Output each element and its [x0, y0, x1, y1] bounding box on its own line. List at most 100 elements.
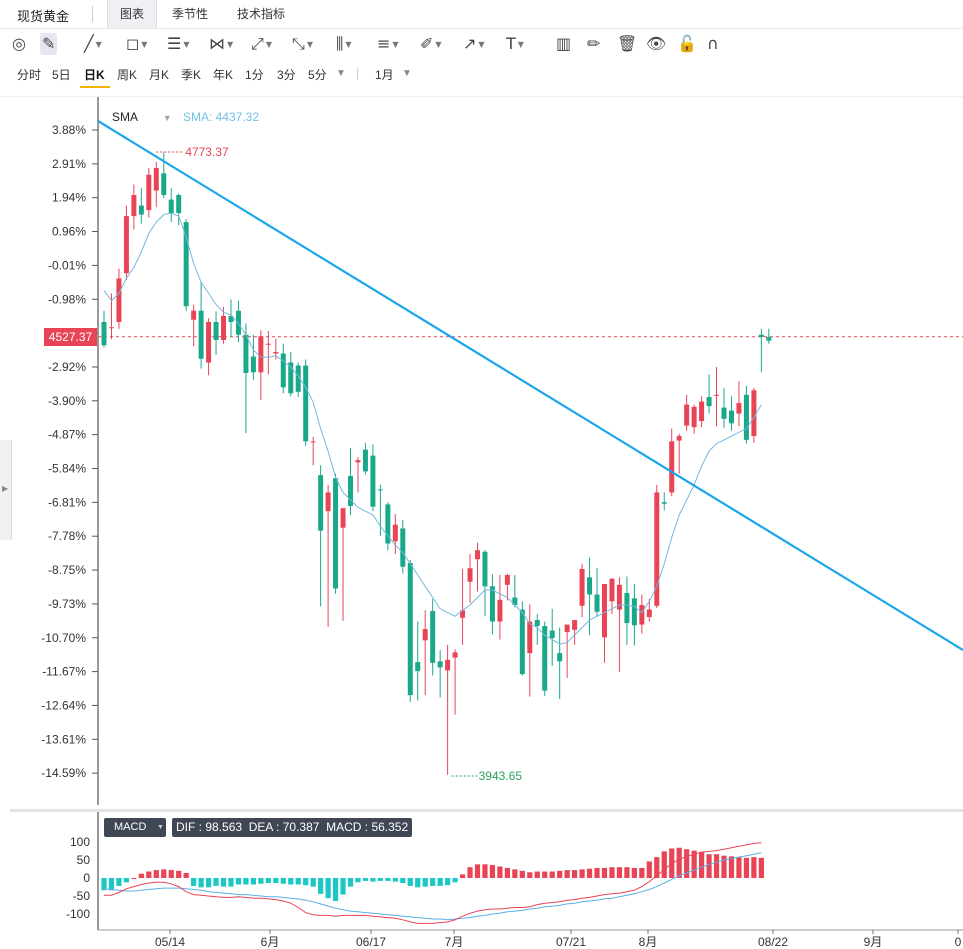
gann-tool-icon[interactable]: ⫼ ▼ [336, 34, 352, 53]
macd-histogram-bar [534, 871, 540, 878]
candle-body [146, 174, 152, 211]
period-intraday[interactable]: 分时 [17, 68, 42, 82]
fib-tool-icon[interactable]: ⤢ ▼ [251, 34, 272, 53]
pattern-tool-icon[interactable]: ⋈ ▼ [209, 34, 234, 53]
period-5min[interactable]: 5分 [308, 68, 327, 82]
brush-tool-icon[interactable]: ✐ ▼ [420, 34, 442, 53]
candle-body [355, 460, 361, 463]
period-daily[interactable]: 日K [84, 68, 105, 82]
macd-histogram-bar [131, 878, 137, 879]
candle-body [273, 352, 279, 354]
range-tool-icon[interactable]: ≡ ▼ [377, 34, 399, 53]
trash-icon[interactable]: 🗑 [617, 34, 638, 53]
candle-body [422, 629, 428, 641]
macd-histogram-bar [691, 850, 697, 878]
macd-histogram-bar [489, 865, 496, 878]
macd-tick-label: 0 [83, 871, 90, 885]
y-tick-label: -10.70% [41, 631, 86, 645]
macd-histogram-bar [265, 878, 271, 884]
candle-body [333, 478, 339, 589]
macd-histogram-bar [721, 855, 727, 878]
candle-body [445, 659, 451, 671]
sma-legend-value: SMA: 4437.32 [182, 110, 260, 124]
lock-icon[interactable]: 🔓 [677, 34, 697, 53]
edit-icon[interactable]: ✏ [587, 34, 601, 53]
text-tool-icon[interactable]: T ▼ [506, 34, 524, 53]
sma-legend: SMA ▼ SMA: 4437.32 [112, 110, 259, 124]
candle-body [654, 492, 660, 606]
macd-histogram-bar [116, 878, 122, 886]
candle-body [766, 336, 772, 341]
macd-histogram-bar [646, 861, 652, 878]
period-more-caret-icon[interactable]: ▼ [336, 68, 346, 79]
period-3min[interactable]: 3分 [277, 68, 296, 82]
magnet-icon[interactable]: ◎ [12, 34, 26, 53]
arrow-tool-icon[interactable]: ↗ ▼ [463, 34, 485, 53]
range-caret-icon[interactable]: ▼ [402, 68, 412, 79]
y-tick-label: 1.94% [52, 191, 86, 205]
macd-histogram-bar [273, 878, 279, 884]
candle-body [437, 661, 443, 668]
period-monthly[interactable]: 月K [149, 68, 170, 82]
macd-histogram-bar [407, 878, 413, 886]
x-tick-label: 0 [955, 935, 962, 949]
macd-histogram-bar [758, 857, 764, 878]
candle-body [564, 624, 570, 633]
candle-body [736, 403, 742, 414]
y-tick-label: -0.98% [48, 292, 86, 306]
period-5day[interactable]: 5日 [52, 68, 71, 82]
period-1min[interactable]: 1分 [245, 68, 264, 82]
macd-histogram-bar [601, 867, 608, 878]
macd-caret-icon: ▼ [157, 824, 164, 831]
macd-tick-label: -50 [73, 889, 91, 903]
macd-histogram-bar [176, 870, 182, 878]
x-tick-label: 7月 [445, 935, 464, 949]
macd-histogram-bar [706, 854, 712, 878]
measure-tool-icon[interactable]: ⤡ ▼ [292, 34, 313, 53]
candle-body [661, 502, 667, 504]
macd-histogram-bar [654, 857, 660, 878]
macd-histogram-bar [310, 878, 316, 887]
eye-icon[interactable]: 👁 [646, 34, 667, 53]
candle-body [280, 353, 286, 388]
indicator-icon[interactable]: ▥ [556, 34, 572, 53]
dea-value: 70.387 [282, 820, 320, 834]
macd-histogram-bar [392, 878, 398, 882]
period-weekly[interactable]: 周K [117, 68, 138, 82]
macd-histogram-bar [355, 878, 361, 883]
period-quarterly[interactable]: 季K [181, 68, 202, 82]
tab-seasonality[interactable]: 季节性 [172, 7, 209, 21]
period-yearly[interactable]: 年K [213, 68, 234, 82]
y-tick-label: -9.73% [48, 597, 86, 611]
macd-histogram-bar [459, 874, 466, 878]
macd-histogram-bar [549, 871, 555, 878]
candle-body [243, 334, 249, 374]
tab-chart[interactable]: 图表 [107, 0, 158, 28]
magnet-strong-icon[interactable]: ∩ [707, 34, 719, 53]
sidebar-toggle[interactable]: ▶ [0, 440, 12, 540]
y-tick-label: -11.67% [42, 665, 86, 679]
channel-tool-icon[interactable]: ☰ ▼ [167, 34, 190, 53]
y-tick-label: -2.92% [48, 360, 86, 374]
y-tick-label: -13.61% [41, 732, 86, 746]
macd-histogram-bar [430, 878, 436, 886]
macd-histogram-bar [684, 849, 690, 878]
pane-divider[interactable] [10, 809, 963, 812]
range-selector[interactable]: 1月 [375, 68, 394, 82]
macd-histogram-bar [639, 867, 645, 878]
high-label: 4773.37 [185, 145, 229, 159]
title-separator [92, 6, 93, 22]
pencil-icon[interactable]: ✎ [40, 33, 58, 55]
candle-body [721, 407, 727, 419]
sma-caret-icon[interactable]: ▼ [162, 113, 172, 123]
line-tool-icon[interactable]: ╱ ▼ [84, 34, 102, 53]
macd-indicator-button[interactable]: MACD ▼ [104, 818, 166, 837]
tab-technical-indicators[interactable]: 技术指标 [237, 7, 286, 21]
candle-body [213, 321, 219, 340]
macd-histogram-bar [213, 878, 219, 886]
macd-histogram-bar [452, 878, 458, 883]
macd-histogram-bar [205, 878, 212, 888]
rect-tool-icon[interactable]: ◻ ▼ [126, 34, 148, 53]
candle-body [519, 609, 525, 675]
